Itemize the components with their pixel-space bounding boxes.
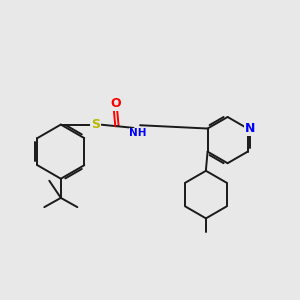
Text: N: N xyxy=(245,122,256,135)
Text: S: S xyxy=(91,118,100,131)
Text: O: O xyxy=(110,97,121,110)
Text: NH: NH xyxy=(129,128,146,138)
